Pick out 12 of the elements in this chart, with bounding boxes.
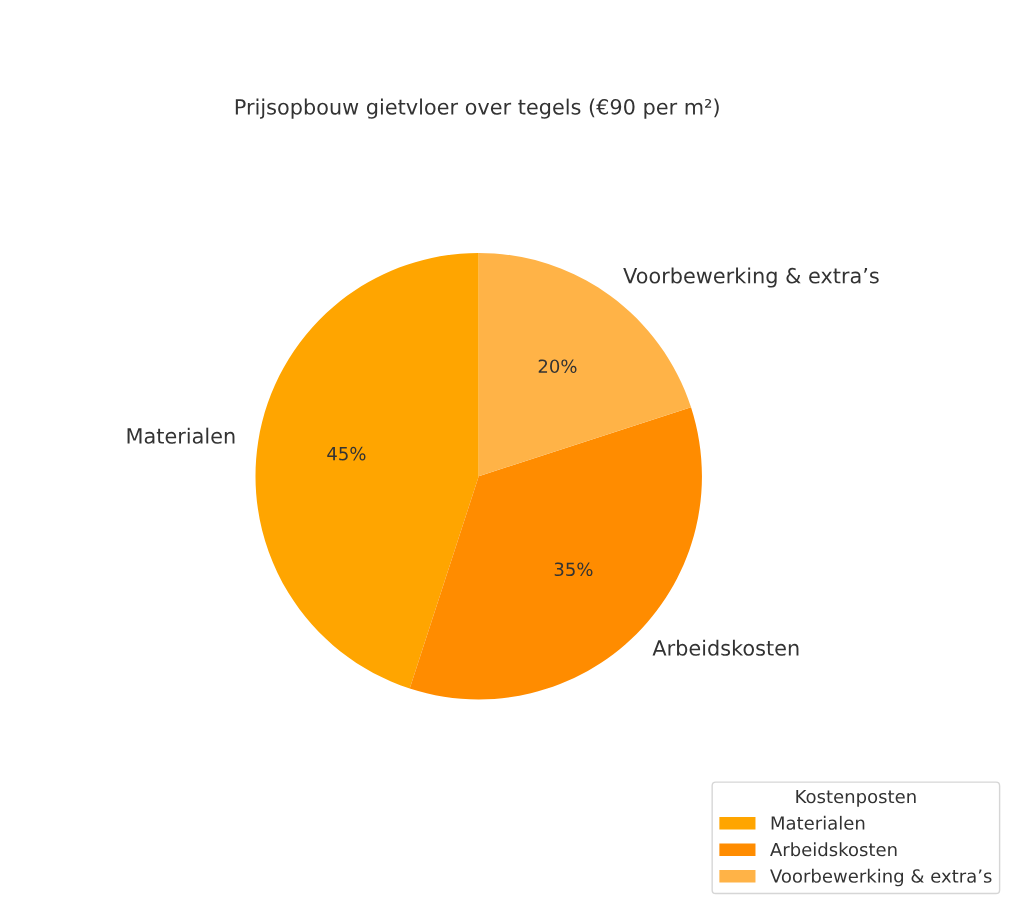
data-label: 35% bbox=[554, 562, 593, 577]
data-label: 45% bbox=[327, 446, 366, 461]
pie-slice bbox=[255, 252, 479, 689]
slice-label: Voorbewerking & extra’s bbox=[623, 267, 879, 288]
slice-label: Materialen bbox=[127, 427, 235, 444]
data-label: 20% bbox=[538, 359, 577, 374]
slice-label: Arbeidskosten bbox=[652, 639, 799, 656]
chart-title: Prijsopbouw gietvloer over tegels (€90 per m²) bbox=[235, 98, 719, 119]
legend-label: Materialen bbox=[771, 815, 865, 830]
legend-label: Arbeidskosten bbox=[770, 842, 897, 857]
legend-label: Voorbewerking & extra’s bbox=[770, 868, 992, 887]
legend-title: Kostenposten bbox=[796, 789, 916, 807]
